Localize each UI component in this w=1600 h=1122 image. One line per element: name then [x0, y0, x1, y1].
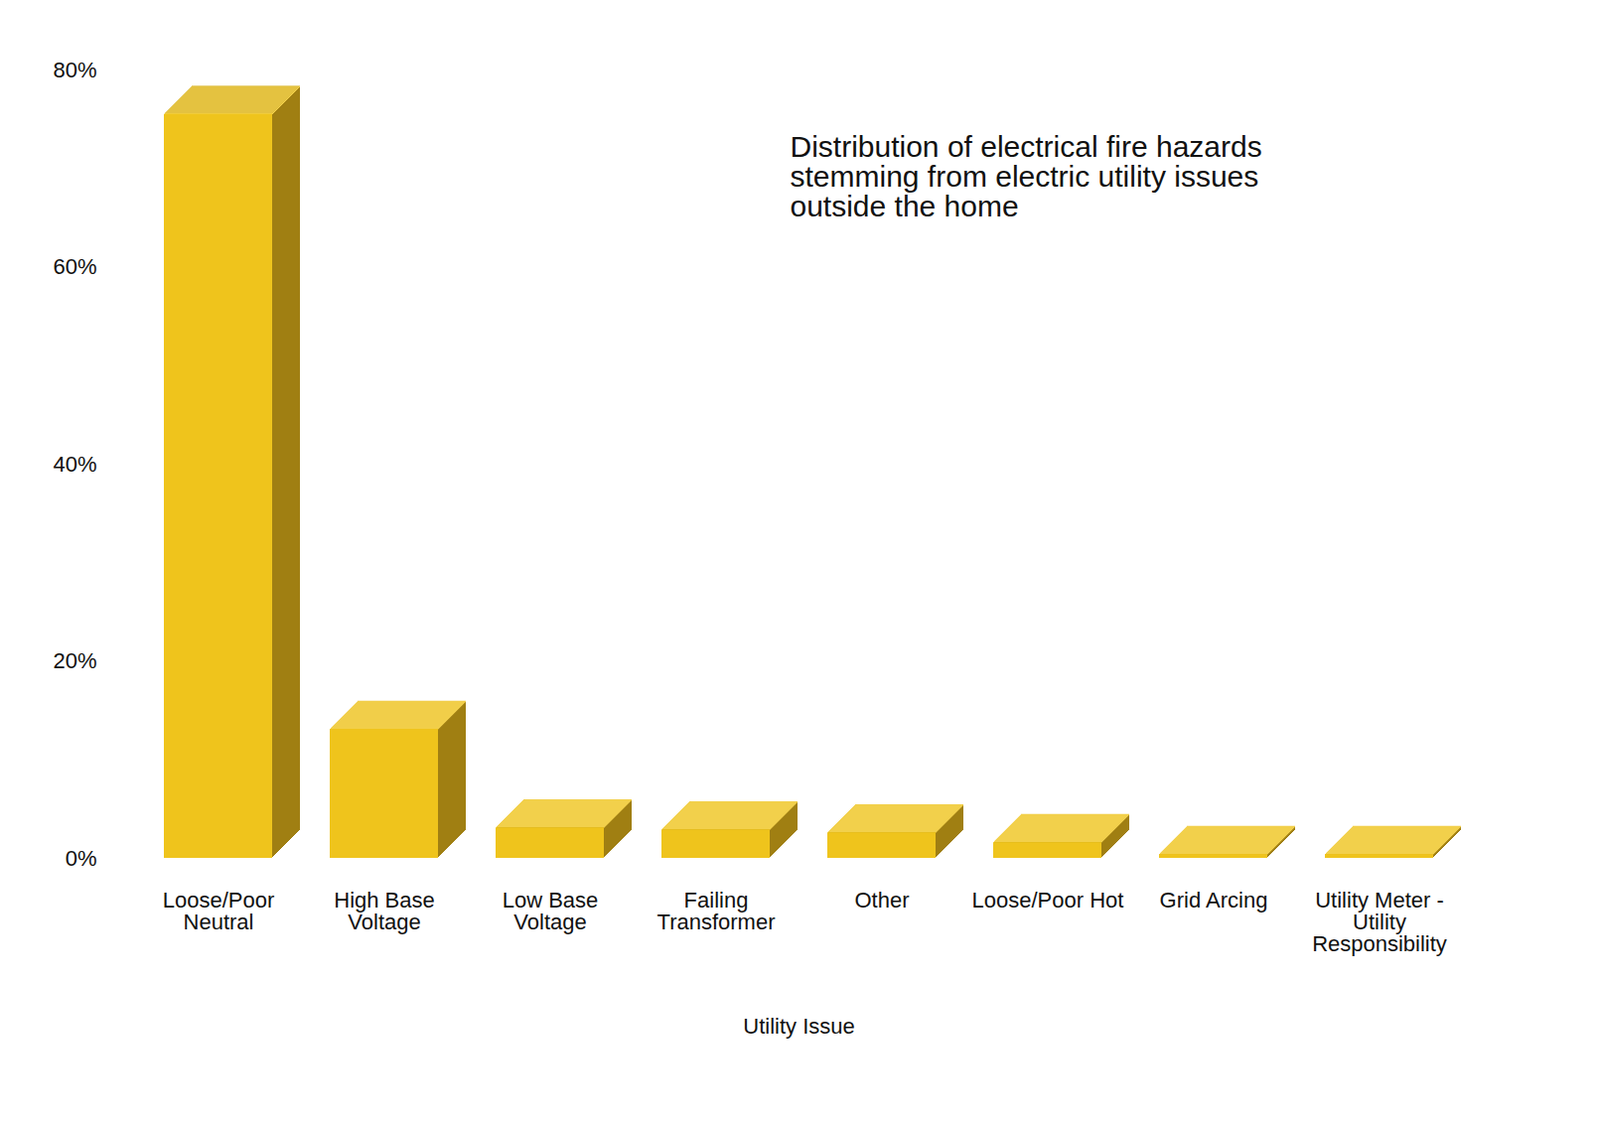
svg-text:High BaseVoltage: High BaseVoltage: [333, 887, 436, 935]
svg-text:Loose/Poor Hot: Loose/Poor Hot: [972, 887, 1125, 913]
svg-text:Distribution of electrical fir: Distribution of electrical fire hazardss…: [790, 130, 1263, 223]
svg-text:60%: 60%: [52, 254, 97, 280]
svg-text:Low BaseVoltage: Low BaseVoltage: [502, 887, 599, 935]
svg-text:Loose/PoorNeutral: Loose/PoorNeutral: [162, 887, 276, 935]
svg-text:FailingTransformer: FailingTransformer: [657, 887, 776, 935]
svg-text:0%: 0%: [65, 846, 98, 872]
svg-text:20%: 20%: [52, 648, 97, 674]
svg-text:Utility Meter -UtilityResponsi: Utility Meter -UtilityResponsibility: [1311, 887, 1448, 957]
svg-text:40%: 40%: [52, 451, 97, 477]
svg-text:Utility Issue: Utility Issue: [742, 1014, 855, 1039]
svg-text:Grid Arcing: Grid Arcing: [1160, 887, 1269, 913]
svg-text:80%: 80%: [52, 57, 97, 83]
svg-text:Other: Other: [854, 887, 909, 913]
